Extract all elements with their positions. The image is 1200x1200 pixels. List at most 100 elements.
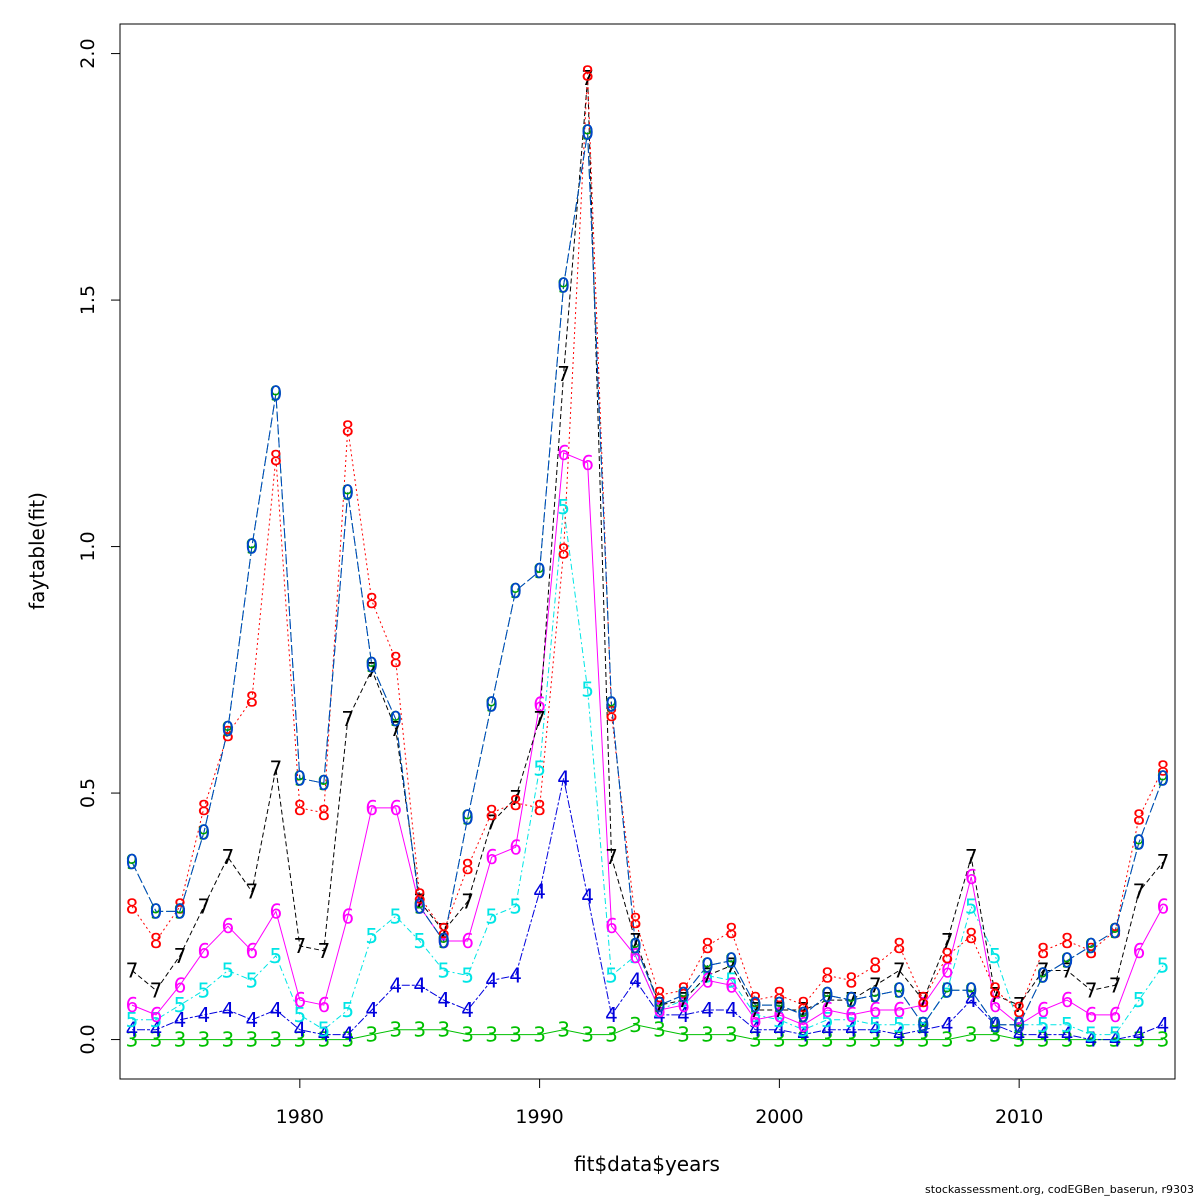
series-point-0: 0 [653,993,666,1017]
series-point-0: 0 [485,692,498,716]
series-point-4: 4 [653,1003,666,1027]
series-point-8: 8 [246,687,259,711]
series-point-6: 6 [293,988,306,1012]
series-point-7: 7 [869,973,882,997]
series-point-6: 6 [1061,988,1074,1012]
series-point-7: 7 [365,658,378,682]
series-point-5: 5 [869,1013,882,1037]
series-point-5: 5 [365,924,378,948]
series-point-4: 4 [461,998,474,1022]
series-point-4: 4 [365,998,378,1022]
series-point-0: 0 [1133,830,1146,854]
series-point-6: 6 [1013,1013,1026,1037]
x-tick-label: 2010 [995,1106,1043,1128]
series-point-8: 8 [749,988,762,1012]
series-point-4: 4 [725,998,738,1022]
series-point-3: 3 [413,1018,426,1042]
series-point-9: 9 [126,850,139,874]
series-point-5: 5 [1109,1023,1122,1047]
series-point-5: 5 [246,968,259,992]
series-point-5: 5 [653,998,666,1022]
series-point-3: 3 [150,1028,163,1052]
series-point-8: 8 [1013,998,1026,1022]
series-point-9: 9 [509,579,522,603]
series-line-5 [132,507,1164,1036]
series-point-5: 5 [1013,1013,1026,1037]
series-point-7: 7 [917,988,930,1012]
series-point-4: 4 [989,1013,1002,1037]
series-point-4: 4 [1133,1023,1146,1047]
series-point-7: 7 [222,845,235,869]
series-line-8 [131,73,1164,1011]
series-point-5: 5 [413,929,426,953]
series-point-8: 8 [605,702,618,726]
series-point-7: 7 [605,845,618,869]
series-point-3: 3 [198,1028,211,1052]
series-point-0: 0 [893,978,906,1002]
series-point-0: 0 [725,949,738,973]
series-point-7: 7 [725,954,738,978]
series-point-0: 0 [437,929,450,953]
series-point-7: 7 [198,894,211,918]
series-point-9: 9 [701,954,714,978]
series-point-9: 9 [1109,919,1122,943]
series-point-5: 5 [341,998,354,1022]
series-point-0: 0 [389,707,402,731]
series-point-6: 6 [773,1003,786,1027]
series-point-5: 5 [461,963,474,987]
series-point-6: 6 [1037,998,1050,1022]
series-point-4: 4 [198,1003,211,1027]
series-point-4: 4 [557,766,570,790]
series-point-9: 9 [150,899,163,923]
series-point-6: 6 [485,845,498,869]
series-point-9: 9 [222,717,235,741]
series-point-4: 4 [1109,1028,1122,1052]
series-point-9: 9 [725,949,738,973]
series-point-9: 9 [198,821,211,845]
series-point-8: 8 [1037,939,1050,963]
series-point-7: 7 [126,959,139,983]
series-point-7: 7 [629,929,642,953]
series-point-5: 5 [893,1013,906,1037]
x-tick-label: 1980 [276,1106,324,1128]
series-point-0: 0 [150,899,163,923]
series-point-0: 0 [749,993,762,1017]
series-point-7: 7 [1061,959,1074,983]
y-tick-label: 2.0 [77,38,99,68]
series-point-7: 7 [341,707,354,731]
series-point-9: 9 [413,894,426,918]
series-point-6: 6 [533,692,546,716]
series-point-0: 0 [773,993,786,1017]
x-axis: 1980 1990 2000 2010 [276,1078,1043,1128]
series-point-3: 3 [222,1028,235,1052]
series-point-9: 9 [485,692,498,716]
series-point-7: 7 [174,944,187,968]
series-point-6: 6 [341,904,354,928]
series-point-7: 7 [246,880,259,904]
series-point-7: 7 [389,717,402,741]
series-point-0: 0 [246,535,259,559]
series-point-7: 7 [293,934,306,958]
series-point-7: 7 [1109,973,1122,997]
series-point-8: 8 [389,648,402,672]
series-point-3: 3 [917,1028,930,1052]
series-point-7: 7 [797,998,810,1022]
series-point-0: 0 [629,934,642,958]
series-point-7: 7 [533,707,546,731]
series-point-6: 6 [725,973,738,997]
series-point-5: 5 [317,1018,330,1042]
series-point-9: 9 [533,559,546,583]
series-point-3: 3 [509,1023,522,1047]
series-point-8: 8 [869,954,882,978]
series-point-6: 6 [413,894,426,918]
series-point-3: 3 [581,1023,594,1047]
series-point-4: 4 [941,1013,954,1037]
series-point-0: 0 [557,273,570,297]
series-point-9: 9 [1157,766,1170,790]
series-point-0: 0 [461,806,474,830]
series-point-3: 3 [126,1028,139,1052]
series-point-6: 6 [629,944,642,968]
series-point-0: 0 [1013,1013,1026,1037]
y-axis-title: faytable(fit) [25,492,49,610]
